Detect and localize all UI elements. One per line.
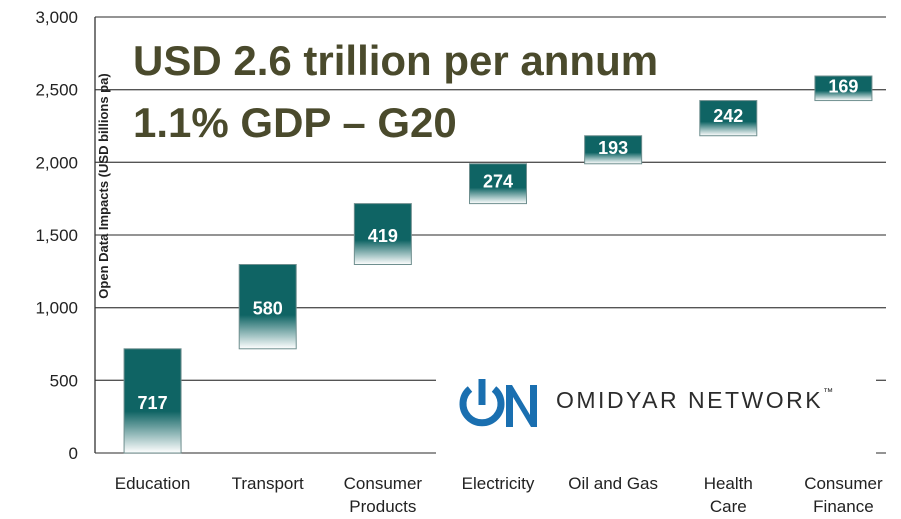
x-axis-categories: Education Transport Consumer Products Electr…	[115, 474, 883, 516]
power-on-logo-icon	[459, 379, 537, 427]
data-label: 274	[483, 172, 513, 192]
bar	[699, 100, 758, 137]
data-label: 419	[368, 226, 398, 246]
omidyar-network-logo: OMIDYAR NETWORK™	[436, 355, 876, 455]
data-label: 717	[138, 393, 168, 413]
y-tick-label: 1,000	[35, 299, 78, 318]
y-tick-label: 3,000	[35, 8, 78, 27]
bars	[123, 75, 873, 454]
y-tick-label: 2,500	[35, 81, 78, 100]
y-tick-label: 0	[69, 444, 78, 463]
logo-wordmark: OMIDYAR NETWORK™	[556, 387, 834, 413]
x-tick-label: Consumer Finance	[804, 474, 883, 516]
bar	[584, 135, 643, 165]
data-label: 242	[713, 106, 743, 126]
x-tick-label: Education	[115, 474, 191, 493]
headline-line-2: 1.1% GDP – G20	[133, 99, 457, 146]
data-labels: 717 580 419 274 193 242 169	[138, 76, 859, 413]
y-tick-label: 2,000	[35, 153, 78, 172]
bar	[353, 203, 412, 266]
bar	[123, 348, 182, 454]
x-tick-label: Consumer Products	[344, 474, 423, 516]
bar	[814, 75, 873, 102]
data-label: 169	[828, 76, 858, 96]
y-axis-label: Open Data Impacts (USD billions pa)	[96, 73, 111, 298]
bar	[469, 163, 527, 205]
headline-line-1: USD 2.6 trillion per annum	[133, 37, 659, 84]
x-tick-label: Health Care	[704, 474, 753, 516]
y-tick-label: 500	[50, 371, 78, 390]
bar	[238, 264, 297, 350]
grid-lines	[95, 16, 886, 454]
y-tick-label: 1,500	[35, 226, 78, 245]
y-axis: 0 500 1,000 1,500 2,000 2,500 3,000	[35, 8, 96, 463]
x-tick-label: Transport	[232, 474, 304, 493]
data-label: 580	[253, 299, 283, 319]
x-tick-label: Oil and Gas	[568, 474, 658, 493]
x-tick-label: Electricity	[462, 474, 535, 493]
data-label: 193	[598, 138, 628, 158]
